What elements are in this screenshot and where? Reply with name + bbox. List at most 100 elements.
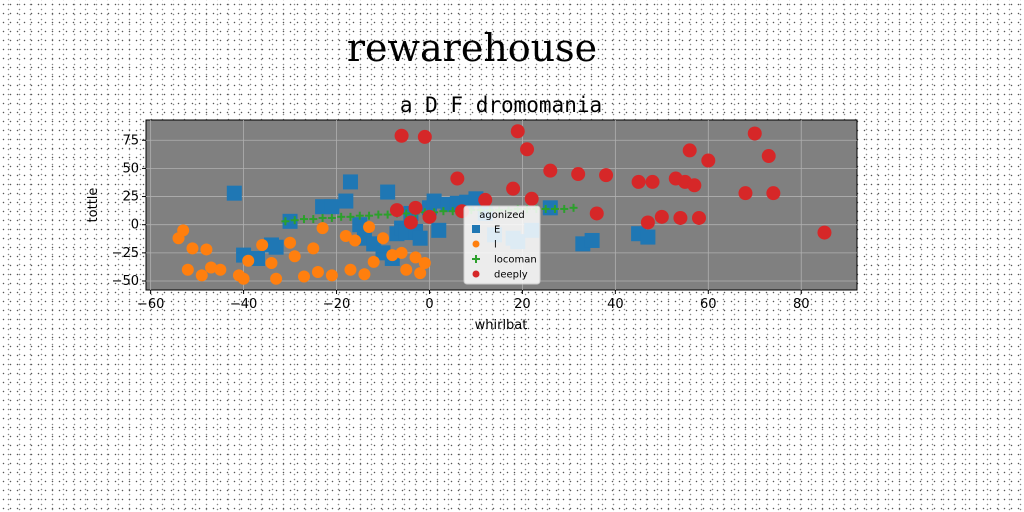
x-tick-label: −40 xyxy=(230,297,257,312)
data-point xyxy=(402,209,411,218)
data-point xyxy=(431,222,447,238)
data-point xyxy=(747,126,762,141)
data-point xyxy=(226,185,242,201)
data-point xyxy=(325,269,338,282)
legend-entry-label: E xyxy=(494,225,500,236)
data-point xyxy=(311,265,324,278)
x-tick-label: 40 xyxy=(607,297,624,312)
data-point xyxy=(550,204,559,213)
data-point xyxy=(599,168,614,183)
data-point xyxy=(284,236,297,249)
data-point xyxy=(300,215,308,224)
data-point xyxy=(520,142,535,157)
x-tick-label: 60 xyxy=(700,297,717,312)
data-point xyxy=(242,254,255,267)
data-point xyxy=(365,211,374,220)
data-point xyxy=(377,232,389,245)
data-point xyxy=(541,204,550,213)
data-point xyxy=(395,246,408,259)
legend-marker xyxy=(472,240,480,248)
data-point xyxy=(701,153,716,168)
data-point xyxy=(589,206,604,221)
data-point xyxy=(298,270,310,283)
data-point xyxy=(439,207,448,216)
data-point xyxy=(422,209,437,224)
x-tick-label: 80 xyxy=(793,297,810,312)
data-point xyxy=(281,217,290,226)
data-point xyxy=(307,242,320,255)
y-tick-label: 50 xyxy=(122,161,139,176)
data-point xyxy=(338,193,354,209)
data-point xyxy=(417,129,432,144)
data-point xyxy=(631,174,646,189)
data-point xyxy=(309,215,318,224)
data-point xyxy=(337,212,346,221)
y-tick-label: −25 xyxy=(112,246,139,261)
x-axis-label: whirlbat xyxy=(475,318,528,333)
data-point xyxy=(412,230,428,246)
x-tick-label: 0 xyxy=(425,297,433,312)
data-point xyxy=(324,199,340,215)
data-point xyxy=(524,191,539,206)
data-point xyxy=(316,222,329,235)
data-point xyxy=(318,213,327,222)
figure-suptitle: rewarehouse xyxy=(346,26,598,70)
data-point xyxy=(268,239,284,255)
chart-title: a D F dromomania xyxy=(400,93,602,117)
data-point xyxy=(414,267,427,280)
x-tick-label: 20 xyxy=(514,297,531,312)
data-point xyxy=(200,243,213,256)
data-point xyxy=(339,229,352,242)
data-point xyxy=(270,272,283,285)
data-point xyxy=(418,256,431,269)
data-point xyxy=(358,268,371,281)
data-point xyxy=(478,192,493,207)
y-axis-ticks: −50 −25 0 25 50 75 xyxy=(112,133,146,289)
legend-entry-label: deeply xyxy=(494,270,528,281)
data-point xyxy=(584,232,600,248)
data-point xyxy=(386,249,399,262)
data-point xyxy=(205,261,218,274)
data-point xyxy=(181,263,194,276)
data-point xyxy=(214,263,227,276)
data-point xyxy=(654,209,669,224)
data-point xyxy=(645,174,660,189)
data-point xyxy=(408,200,423,215)
x-axis-ticks: −60 −40 −20 0 20 40 60 80 xyxy=(137,290,810,312)
data-point xyxy=(342,174,358,190)
series-1 xyxy=(172,220,431,285)
data-point xyxy=(640,215,655,230)
data-point xyxy=(569,203,578,212)
y-tick-label: −50 xyxy=(112,274,139,289)
x-tick-label: −60 xyxy=(137,297,164,312)
data-point xyxy=(394,128,409,143)
data-point xyxy=(374,210,383,219)
legend-marker xyxy=(472,270,480,278)
legend-entry-label: locoman xyxy=(494,255,537,266)
data-point xyxy=(288,250,301,263)
data-point xyxy=(237,272,250,285)
y-tick-label: 75 xyxy=(122,133,139,148)
data-point xyxy=(355,211,364,220)
data-point xyxy=(817,225,832,240)
data-point xyxy=(450,171,465,186)
data-point xyxy=(506,181,521,196)
data-point xyxy=(560,204,569,213)
data-point xyxy=(692,210,706,225)
data-point xyxy=(673,210,688,225)
data-point xyxy=(363,220,376,233)
data-point xyxy=(400,263,413,276)
data-point xyxy=(186,242,199,255)
data-point xyxy=(738,186,753,201)
data-point xyxy=(687,178,702,193)
data-point xyxy=(380,184,396,200)
data-point xyxy=(389,203,404,218)
data-point xyxy=(543,163,558,178)
data-point xyxy=(265,256,278,269)
data-point xyxy=(766,186,781,201)
y-tick-label: 25 xyxy=(122,190,139,205)
data-point xyxy=(349,234,362,247)
x-tick-label: −20 xyxy=(323,297,350,312)
chart-legend: agonized El locoman deeply xyxy=(463,205,541,285)
data-point xyxy=(640,229,656,245)
